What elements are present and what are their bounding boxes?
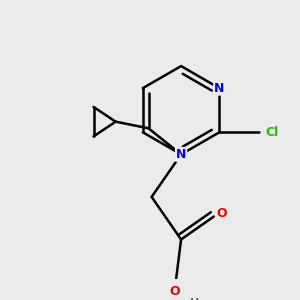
Text: N: N — [214, 82, 224, 94]
Text: Cl: Cl — [265, 126, 278, 139]
Text: H: H — [190, 298, 199, 300]
Text: O: O — [169, 285, 180, 298]
Text: N: N — [176, 148, 186, 161]
Text: O: O — [217, 207, 227, 220]
